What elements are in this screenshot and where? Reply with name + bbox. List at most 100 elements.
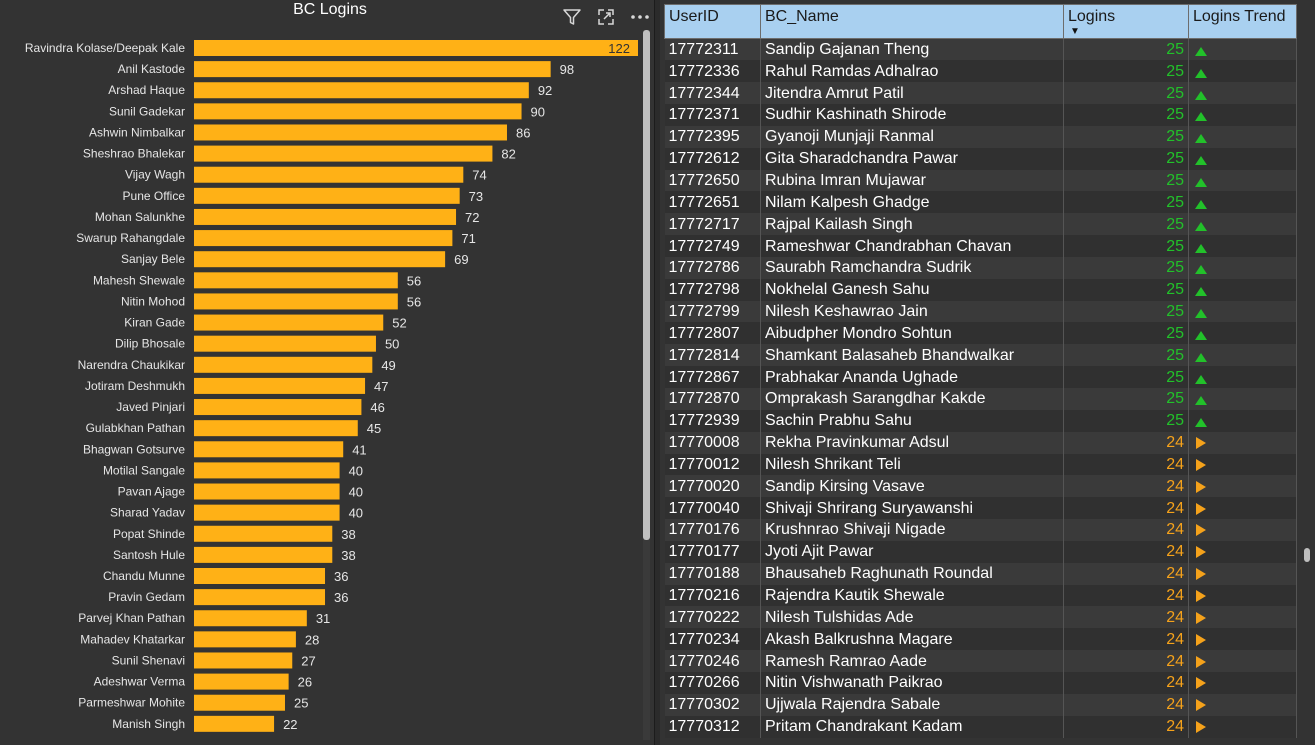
table-row[interactable]: 17770302 Ujjwala Rajendra Sabale 24 [664,693,1297,716]
bar[interactable] [194,251,446,268]
bar[interactable] [194,462,340,479]
bar[interactable] [194,272,398,289]
cell-userid: 17772870 [664,388,761,410]
bar[interactable] [194,715,275,732]
bar[interactable] [194,652,293,669]
bar[interactable] [194,399,362,416]
cell-bc-name: Ramesh Ramrao Aade [760,650,1064,672]
table-row[interactable]: 17770266 Nitin Vishwanath Paikrao 24 [664,671,1297,694]
table-row[interactable]: 17772807 Aibudpher Mondro Sohtun 25 [664,322,1297,345]
data-label: 56 [407,294,421,309]
cell-bc-name: Nokhelal Ganesh Sahu [760,278,1064,301]
cell-logins-trend [1188,366,1297,388]
bar[interactable] [194,103,522,120]
table-row[interactable]: 17772336 Rahul Ramdas Adhalrao 25 [664,60,1297,83]
bar[interactable] [194,483,340,500]
table-row[interactable]: 17770234 Akash Balkrushna Magare 24 [664,628,1297,651]
category-label: Sharad Yadav [110,506,185,520]
bar[interactable] [194,293,398,310]
table-row[interactable]: 17772799 Nilesh Keshawrao Jain 25 [664,300,1297,323]
cell-logins: 24 [1063,497,1189,520]
cell-logins-trend [1188,606,1297,629]
table-row[interactable]: 17770176 Krushnrao Shivaji Nigade 24 [664,519,1297,541]
table-row[interactable]: 17772798 Nokhelal Ganesh Sahu 25 [664,278,1297,301]
table-row[interactable]: 17770188 Bhausaheb Raghunath Roundal 24 [664,562,1297,585]
table-row[interactable]: 17770012 Nilesh Shrikant Teli 24 [664,453,1297,476]
table-row[interactable]: 17772870 Omprakash Sarangdhar Kakde 25 [664,388,1297,410]
table-row[interactable]: 17770312 Pritam Chandrakant Kadam 24 [664,715,1297,738]
cell-logins-trend [1188,409,1297,432]
table-row[interactable]: 17770222 Nilesh Tulshidas Ade 24 [664,606,1297,629]
table-row[interactable]: 17772814 Shamkant Balasaheb Bhandwalkar 25 [664,344,1297,367]
bar[interactable] [194,82,529,99]
table-row[interactable]: 17772612 Gita Sharadchandra Pawar 25 [664,147,1297,170]
filter-icon[interactable] [560,6,584,28]
focus-mode-icon[interactable] [594,6,618,28]
table-row[interactable]: 17772939 Sachin Prabhu Sahu 25 [664,409,1297,432]
category-label: Arshad Haque [108,83,185,97]
bar[interactable] [194,377,366,394]
bar[interactable] [194,208,457,225]
table-row[interactable]: 17772786 Saurabh Ramchandra Sudrik 25 [664,256,1297,279]
table-row[interactable]: 17772717 Rajpal Kailash Singh 25 [664,213,1297,236]
column-header-bc-name[interactable]: BC_Name [760,4,1064,39]
table-row[interactable]: 17772395 Gyanoji Munjaji Ranmal 25 [664,125,1297,148]
bar[interactable] [194,356,373,373]
bar[interactable] [194,546,333,563]
trend-flat-arrow-icon [1196,677,1206,690]
table-row[interactable]: 17772344 Jitendra Amrut Patil 25 [664,82,1297,105]
cell-logins: 25 [1063,82,1189,105]
more-options-icon[interactable] [628,6,652,28]
bar[interactable] [194,166,464,183]
table-row[interactable]: 17770216 Rajendra Kautik Shewale 24 [664,584,1297,607]
bar[interactable] [194,694,285,711]
chart-scrollbar-thumb[interactable] [643,30,650,540]
bar[interactable] [194,40,638,56]
category-label: Pune Office [123,189,186,203]
bar[interactable] [194,145,493,162]
bar[interactable] [194,631,296,648]
bar[interactable] [194,335,376,352]
table-row[interactable]: 17772371 Sudhir Kashinath Shirode 25 [664,104,1297,126]
bar[interactable] [194,314,384,331]
bar[interactable] [194,673,289,690]
table-row[interactable]: 17770177 Jyoti Ajit Pawar 24 [664,540,1297,563]
bar[interactable] [194,610,307,627]
table-row[interactable]: 17772749 Rameshwar Chandrabhan Chavan 25 [664,235,1297,257]
table-row[interactable]: 17772867 Prabhakar Ananda Ughade 25 [664,366,1297,388]
cell-userid: 17772749 [664,235,761,257]
table-row[interactable]: 17772311 Sandip Gajanan Theng 25 [664,38,1297,61]
column-header-logins-trend[interactable]: Logins Trend [1188,4,1297,39]
table-row[interactable]: 17770246 Ramesh Ramrao Aade 24 [664,650,1297,672]
table-row[interactable]: 17772650 Rubina Imran Mujawar 25 [664,169,1297,192]
bar[interactable] [194,589,326,606]
table-row[interactable]: 17770008 Rekha Pravinkumar Adsul 24 [664,431,1297,454]
bar[interactable] [194,568,326,584]
bar[interactable] [194,504,340,521]
bar[interactable] [194,187,460,204]
category-label: Vijay Wagh [125,168,185,182]
bar[interactable] [194,420,358,437]
column-header-userid[interactable]: UserID [664,4,761,39]
cell-logins-trend [1188,562,1297,585]
bc-logins-chart-visual[interactable]: BC Logins Ravindra Kolase/Deepak Kale 122… [0,0,655,745]
cell-userid: 17772786 [664,256,761,279]
bar[interactable] [194,124,507,141]
bar[interactable] [194,61,551,78]
table-row[interactable]: 17770040 Shivaji Shrirang Suryawanshi 24 [664,497,1297,520]
data-label: 71 [461,231,475,246]
table-row[interactable]: 17772651 Nilam Kalpesh Ghadge 25 [664,191,1297,214]
trend-up-arrow-icon [1195,396,1207,406]
table-row[interactable]: 17770020 Sandip Kirsing Vasave 24 [664,475,1297,498]
trend-up-arrow-icon [1195,287,1207,297]
table-scrollbar-thumb[interactable] [1304,548,1310,562]
bar[interactable] [194,441,344,458]
cell-logins: 24 [1063,519,1189,541]
bar[interactable] [194,525,333,542]
cell-logins-trend [1188,584,1297,607]
bc-logins-table-visual[interactable]: UserID BC_Name Logins ▼ Logins Trend 1777… [660,0,1315,745]
cell-logins-trend [1188,82,1297,105]
cell-userid: 17772344 [664,82,761,105]
column-header-logins[interactable]: Logins ▼ [1063,4,1189,39]
bar[interactable] [194,230,453,247]
